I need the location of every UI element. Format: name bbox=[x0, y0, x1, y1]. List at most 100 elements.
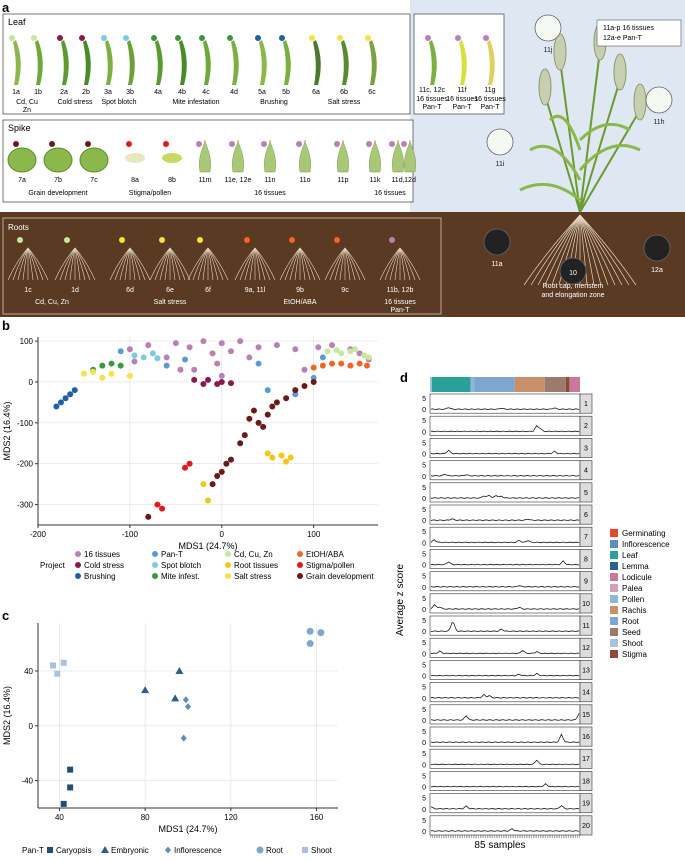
scatter-point bbox=[62, 395, 69, 402]
scatter-point bbox=[159, 505, 166, 512]
leaf-group-label: Zn bbox=[23, 107, 31, 114]
scatter-point bbox=[361, 352, 368, 359]
detail-circle bbox=[534, 14, 562, 42]
spike-sample-id: 11k bbox=[370, 177, 381, 184]
sample-dot bbox=[261, 141, 267, 147]
spike-group-label: 16 tissues bbox=[374, 190, 406, 197]
scatter-point bbox=[126, 346, 133, 353]
scatter-point bbox=[352, 346, 359, 353]
scatter-point bbox=[269, 403, 276, 410]
legend-swatch bbox=[297, 573, 303, 579]
panel-d-letter: d bbox=[400, 370, 408, 385]
root-strand bbox=[279, 247, 301, 281]
root-strand bbox=[207, 247, 224, 281]
root-strand bbox=[384, 247, 401, 281]
grain-icon bbox=[7, 147, 37, 173]
tissue-bar-segment bbox=[430, 377, 432, 392]
root-group-label: Salt stress bbox=[154, 299, 187, 306]
tissue-bar-segment bbox=[470, 377, 475, 392]
scatter-point bbox=[310, 378, 317, 385]
root-strand bbox=[294, 247, 301, 281]
facet-panel bbox=[429, 415, 581, 436]
facet-id: 1 bbox=[584, 401, 588, 408]
spikelet-icon bbox=[404, 139, 416, 173]
pan-leaf-label: Pan-T bbox=[422, 104, 442, 111]
scatter-point bbox=[191, 366, 198, 373]
scatter-point bbox=[131, 352, 138, 359]
zscore-line bbox=[430, 759, 580, 766]
facet-strip bbox=[579, 793, 593, 814]
legend-swatch bbox=[75, 562, 81, 568]
legend-title: Pan-T bbox=[22, 846, 44, 855]
root-group-label: EtOH/ABA bbox=[283, 299, 316, 306]
facet-panel bbox=[429, 438, 581, 458]
pan-leaf-label: 16 tissues bbox=[416, 96, 448, 103]
facet-id: 16 bbox=[582, 734, 590, 741]
root-strand bbox=[579, 214, 609, 286]
detail-circle bbox=[486, 128, 514, 156]
scatter-point bbox=[80, 370, 87, 377]
scatter-point bbox=[214, 472, 221, 479]
facet-strip bbox=[579, 637, 593, 658]
facet-panel bbox=[429, 504, 581, 525]
sample-dot bbox=[483, 35, 489, 41]
root-strand bbox=[119, 247, 131, 281]
tissue-bar-segment bbox=[569, 377, 580, 392]
scatter-point bbox=[214, 360, 221, 367]
legend-swatch bbox=[610, 595, 618, 603]
leaf-sample-id: 2a bbox=[60, 89, 68, 96]
legend-entry: Spot blotch bbox=[161, 561, 201, 570]
legend-entry: Leaf bbox=[622, 551, 638, 560]
y-tick-label: 5 bbox=[422, 662, 426, 669]
facet-panel bbox=[429, 571, 581, 592]
zscore-line bbox=[430, 828, 580, 832]
pan-leaf-id: 11f bbox=[457, 87, 466, 94]
y-tick-label: 0 bbox=[422, 563, 426, 570]
scatter-point bbox=[333, 347, 340, 354]
y-tick-label: 5 bbox=[422, 485, 426, 492]
root-strand bbox=[299, 247, 316, 281]
root-strand bbox=[7, 247, 29, 281]
scatter-point bbox=[301, 366, 308, 373]
root-strand bbox=[537, 214, 581, 286]
root-strand bbox=[129, 247, 136, 281]
scatter-point bbox=[237, 440, 244, 447]
grain-icon bbox=[79, 147, 109, 173]
zscore-line bbox=[430, 560, 580, 566]
x-tick-label: 80 bbox=[141, 813, 150, 822]
root-strand bbox=[27, 247, 49, 281]
legend-entry: Grain development bbox=[306, 572, 374, 581]
scatter-point bbox=[223, 460, 230, 467]
scatter-point bbox=[182, 696, 189, 704]
scatter-point bbox=[246, 354, 253, 361]
scatter-point bbox=[182, 356, 189, 363]
facet-panel bbox=[429, 593, 581, 614]
root-strand bbox=[27, 247, 34, 281]
root-zone-label-2: and elongation zone bbox=[541, 292, 604, 299]
pan-leaf-label: Pan-T bbox=[480, 104, 500, 111]
detail-id: 10 bbox=[569, 270, 577, 277]
facet-strip bbox=[579, 615, 593, 636]
y-tick-label: 0 bbox=[422, 718, 426, 725]
root-strand bbox=[399, 247, 416, 281]
facet-id: 11 bbox=[582, 623, 589, 630]
facet-id: 12 bbox=[582, 645, 590, 652]
scatter-point bbox=[145, 342, 152, 349]
legend-entry: Palea bbox=[622, 584, 643, 593]
scatter-point bbox=[315, 344, 322, 351]
sample-dot bbox=[366, 141, 372, 147]
leaf-sample-id: 1b bbox=[34, 89, 42, 96]
scatter-point bbox=[131, 358, 138, 365]
facet-strip bbox=[579, 593, 593, 614]
facet-strip bbox=[579, 504, 593, 525]
stigma-pollen-icon bbox=[162, 153, 182, 163]
root-strand bbox=[254, 247, 271, 281]
scatter-point bbox=[319, 354, 326, 361]
leaf-sample-icon bbox=[369, 40, 377, 85]
sample-dot bbox=[57, 35, 63, 41]
scatter-point bbox=[218, 378, 225, 385]
detail-id: 12a bbox=[651, 267, 663, 274]
sample-dot bbox=[255, 35, 261, 41]
y-tick-label: 0 bbox=[422, 540, 426, 547]
legend-swatch bbox=[47, 847, 53, 853]
